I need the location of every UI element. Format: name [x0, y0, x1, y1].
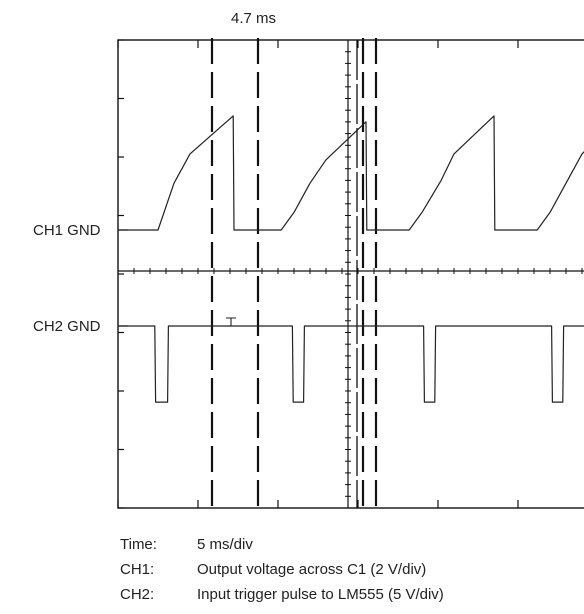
ch1-trace [118, 115, 584, 231]
graticule [117, 39, 584, 509]
legend-value: Output voltage across C1 (2 V/div) [197, 561, 427, 578]
legend-value: Input trigger pulse to LM555 (5 V/div) [197, 586, 444, 603]
legend-key: Time: [120, 536, 157, 553]
traces [118, 115, 584, 403]
cursor-delta-label: 4.7 ms [231, 10, 277, 27]
ch2-trace [118, 325, 584, 403]
legend-value: 5 ms/div [197, 536, 253, 553]
legend-row-time: Time: 5 ms/div [120, 536, 253, 553]
ch2-trigger-glitch [226, 317, 236, 326]
legend-key: CH2: [120, 586, 155, 603]
legend-key: CH1: [120, 561, 155, 578]
time-cursors [210, 38, 378, 510]
ch2-ground-label: CH2 GND [33, 318, 101, 335]
legend-row-ch2: CH2: Input trigger pulse to LM555 (5 V/di… [120, 586, 444, 603]
legend-row-ch1: CH1: Output voltage across C1 (2 V/div) [120, 561, 426, 578]
ch1-ground-label: CH1 GND [33, 222, 101, 239]
